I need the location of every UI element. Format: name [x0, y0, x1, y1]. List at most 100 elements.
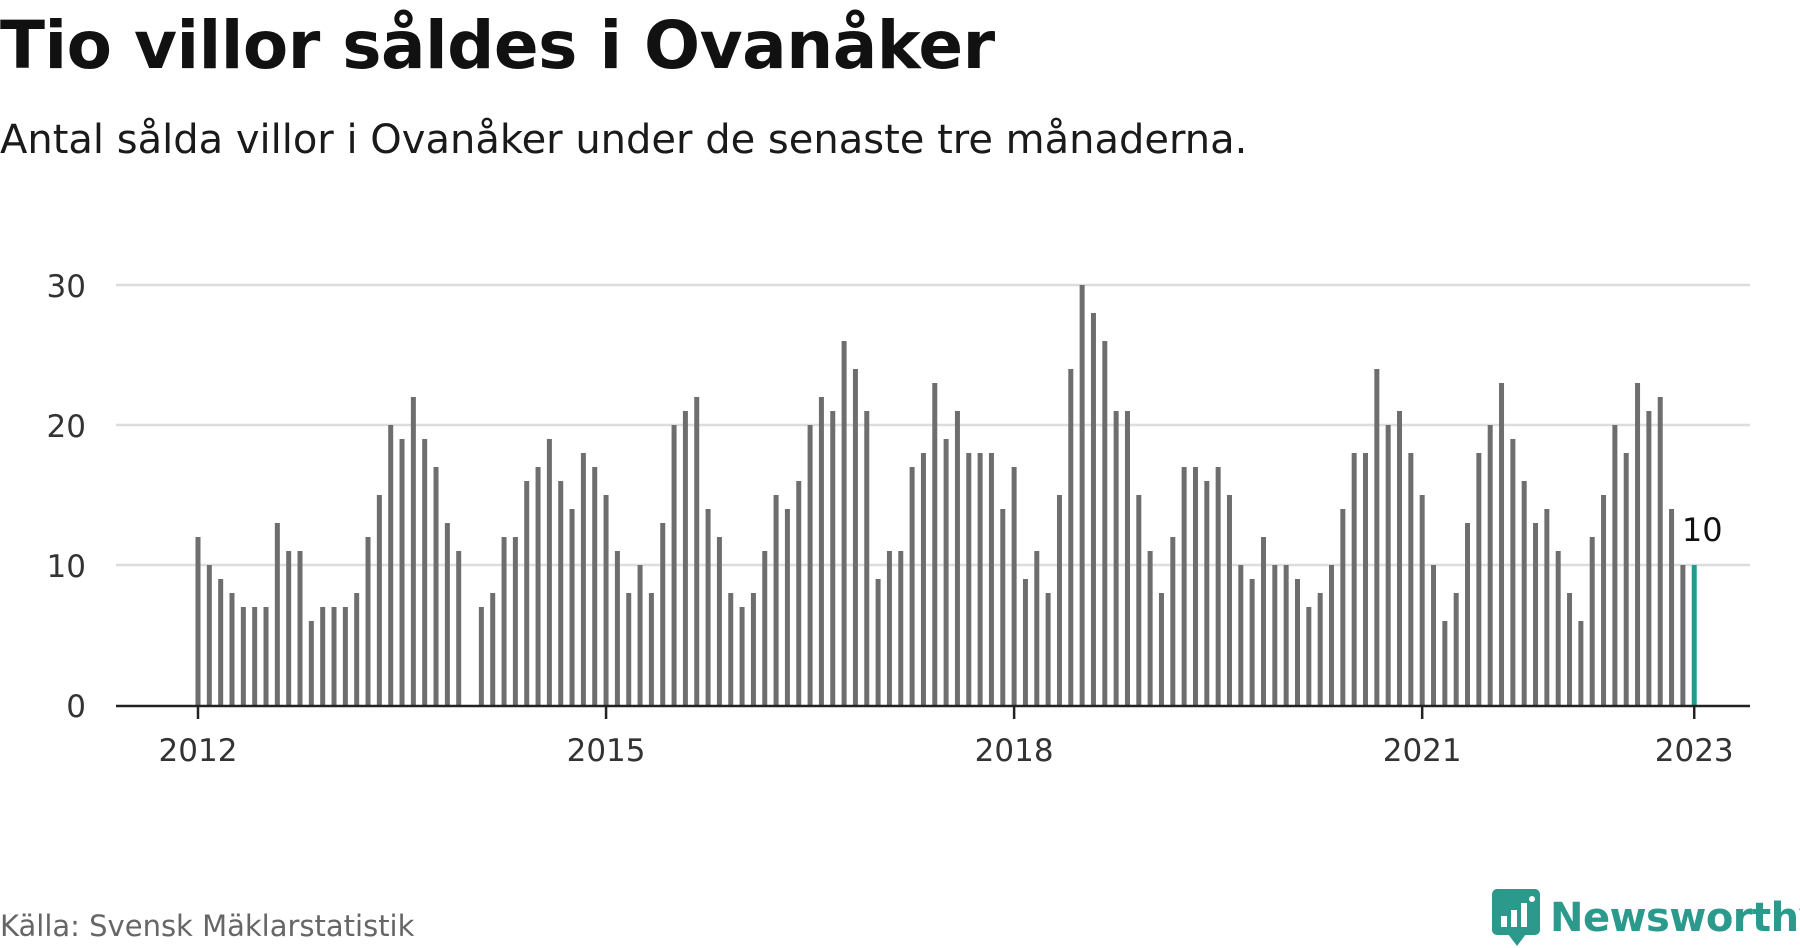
- bar: [1374, 369, 1380, 705]
- bar: [297, 551, 303, 705]
- bar: [716, 537, 722, 705]
- bar: [444, 523, 450, 705]
- bar: [807, 425, 813, 705]
- y-tick-label: 10: [47, 549, 86, 585]
- x-tick-label: 2023: [1655, 733, 1734, 769]
- bar: [308, 621, 314, 705]
- bar: [535, 467, 541, 705]
- bar: [852, 369, 858, 705]
- bar: [1635, 383, 1641, 705]
- bar: [342, 607, 348, 705]
- bar: [1158, 593, 1164, 705]
- data-label: 10: [1682, 511, 1723, 549]
- bar: [1431, 565, 1437, 705]
- bar: [1340, 509, 1346, 705]
- bars: [195, 285, 1697, 705]
- bar-highlight: [1691, 565, 1697, 705]
- bar: [1487, 425, 1493, 705]
- bar: [1351, 453, 1357, 705]
- bar: [954, 411, 960, 705]
- bar: [796, 481, 802, 705]
- bar: [1419, 495, 1425, 705]
- bar: [1079, 285, 1085, 705]
- bar: [1045, 593, 1051, 705]
- bar: [229, 593, 235, 705]
- bar: [1317, 593, 1323, 705]
- bar: [818, 397, 824, 705]
- bar: [263, 607, 269, 705]
- bar: [558, 481, 564, 705]
- chart-subtitle: Antal sålda villor i Ovanåker under de s…: [0, 117, 1248, 163]
- bar: [694, 397, 700, 705]
- bar: [422, 439, 428, 705]
- bar: [682, 411, 688, 705]
- x-tick-label: 2012: [159, 733, 238, 769]
- bar: [1589, 537, 1595, 705]
- bar: [286, 551, 292, 705]
- bar: [886, 551, 892, 705]
- bar: [1204, 481, 1210, 705]
- bar: [274, 523, 280, 705]
- x-tick-label: 2018: [975, 733, 1054, 769]
- brand-name: Newsworthy: [1550, 895, 1800, 941]
- bar: [626, 593, 632, 705]
- bar: [490, 593, 496, 705]
- bar: [456, 551, 462, 705]
- bar: [1657, 397, 1663, 705]
- bar: [875, 579, 881, 705]
- bar: [1363, 453, 1369, 705]
- bar: [376, 495, 382, 705]
- bar: [920, 453, 926, 705]
- bar: [739, 607, 745, 705]
- brand-logo[interactable]: Newsworthy: [1492, 888, 1800, 948]
- bar: [705, 509, 711, 705]
- bar: [977, 453, 983, 705]
- bar: [898, 551, 904, 705]
- bar: [546, 439, 552, 705]
- bar: [1442, 621, 1448, 705]
- bar: [1181, 467, 1187, 705]
- bar: [1453, 593, 1459, 705]
- bar: [1283, 565, 1289, 705]
- bar: [1601, 495, 1607, 705]
- bar: [830, 411, 836, 705]
- bar: [1226, 495, 1232, 705]
- bar: [195, 537, 201, 705]
- bar: [1011, 467, 1017, 705]
- bar: [1249, 579, 1255, 705]
- bar: [762, 551, 768, 705]
- bar: [1680, 565, 1686, 705]
- bar: [932, 383, 938, 705]
- bar: [1068, 369, 1074, 705]
- bar: [614, 551, 620, 705]
- bar: [1294, 579, 1300, 705]
- bar: [1544, 509, 1550, 705]
- bar: [1578, 621, 1584, 705]
- bar: [1623, 453, 1629, 705]
- bar: [1555, 551, 1561, 705]
- bar: [365, 537, 371, 705]
- bar: [1136, 495, 1142, 705]
- bar: [388, 425, 394, 705]
- y-tick-label: 20: [47, 409, 86, 445]
- bar: [1147, 551, 1153, 705]
- bar: [1102, 341, 1108, 705]
- bar: [1215, 467, 1221, 705]
- bar: [240, 607, 246, 705]
- chart-title: Tio villor såldes i Ovanåker: [0, 7, 995, 84]
- bar: [671, 425, 677, 705]
- y-tick-label: 30: [47, 269, 86, 305]
- bar: [1272, 565, 1278, 705]
- bar: [512, 537, 518, 705]
- bar: [1124, 411, 1130, 705]
- annotations: 10: [1682, 511, 1723, 549]
- bar: [1408, 453, 1414, 705]
- bar: [478, 607, 484, 705]
- bar: [1533, 523, 1539, 705]
- bar: [1669, 509, 1675, 705]
- bar: [1022, 579, 1028, 705]
- bar: [943, 439, 949, 705]
- bar: [660, 523, 666, 705]
- bar: [206, 565, 212, 705]
- newsworthy-logo-icon: [1492, 889, 1540, 946]
